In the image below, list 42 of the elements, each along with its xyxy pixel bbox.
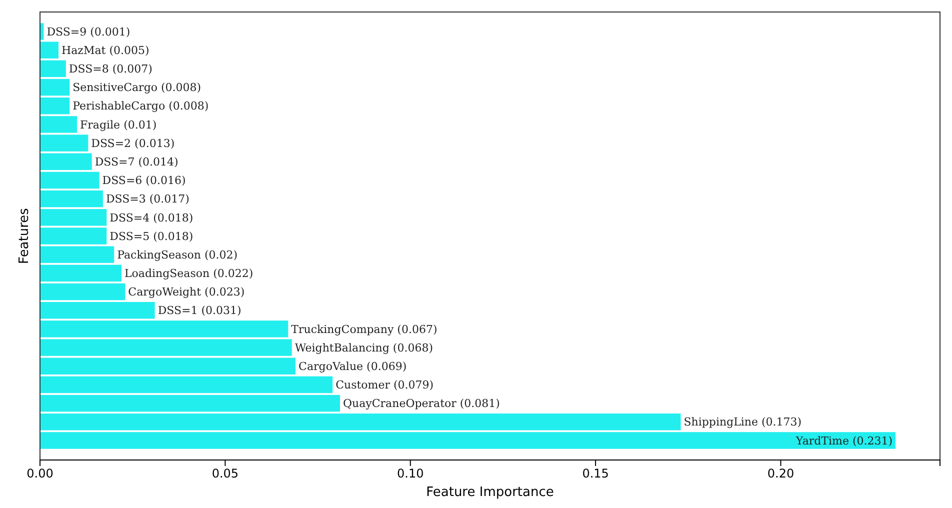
data-label: DSS=1 (0.031)	[158, 304, 242, 318]
bar	[40, 98, 70, 114]
bar	[40, 394, 340, 412]
data-label: HazMat (0.005)	[62, 44, 150, 57]
bar	[40, 172, 100, 189]
data-label: DSS=3 (0.017)	[106, 192, 190, 206]
bar	[40, 153, 92, 170]
y-axis-title: Features	[17, 208, 32, 264]
x-axis-title: Feature Importance	[426, 485, 554, 500]
data-label: DSS=9 (0.001)	[46, 25, 130, 38]
x-tick-label: 0.00	[26, 466, 54, 481]
data-label: DSS=7 (0.014)	[94, 155, 178, 168]
x-tick-label: 0.05	[212, 466, 239, 481]
bar	[40, 358, 296, 374]
data-label: DSS=5 (0.018)	[110, 230, 194, 243]
bar	[40, 264, 122, 282]
x-tick-label: 0.20	[767, 466, 794, 481]
data-label: PerishableCargo (0.008)	[72, 100, 209, 113]
data-label: WeightBalancing (0.068)	[294, 341, 434, 354]
x-tick-label: 0.15	[582, 466, 609, 481]
data-label: TruckingCompany (0.067)	[291, 322, 438, 336]
data-label: SensitiveCargo (0.008)	[72, 81, 202, 94]
data-label: DSS=6 (0.016)	[102, 174, 186, 188]
bar	[40, 376, 333, 394]
data-label: Fragile (0.01)	[80, 118, 157, 132]
data-label: DSS=4 (0.018)	[110, 211, 194, 224]
bar	[40, 78, 70, 96]
bar	[40, 60, 66, 78]
x-tick-label: 0.10	[397, 466, 424, 481]
data-label: DSS=8 (0.007)	[68, 62, 152, 76]
bar	[40, 190, 103, 208]
data-label: YardTime (0.231)	[794, 434, 893, 448]
data-label: CargoWeight (0.023)	[128, 286, 245, 299]
bar	[40, 302, 155, 319]
bar	[40, 283, 126, 300]
data-label: ShippingLine (0.173)	[684, 416, 802, 429]
data-label: Customer (0.079)	[336, 378, 434, 392]
data-label: DSS=2 (0.013)	[91, 136, 175, 150]
data-label: LoadingSeason (0.022)	[124, 267, 254, 280]
data-label: PackingSeason (0.02)	[117, 248, 238, 262]
data-label: QuayCraneOperator (0.081)	[343, 397, 500, 410]
data-label: CargoValue (0.069)	[298, 360, 407, 373]
